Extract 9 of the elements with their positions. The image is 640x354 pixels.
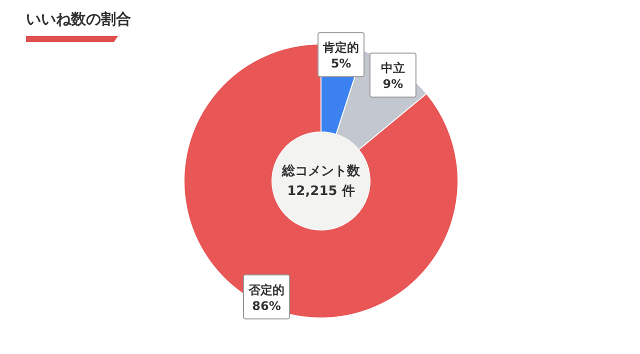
data-label: 9%: [382, 77, 404, 92]
slice-label: 否定的: [248, 282, 284, 297]
data-label: 86%: [252, 298, 281, 313]
text: 総コメント数: [281, 164, 361, 179]
text: 12,215 件: [287, 184, 355, 199]
data-label: 5%: [330, 56, 352, 71]
slice-label: 中立: [380, 61, 405, 76]
slice-label: 肯定的: [322, 40, 360, 55]
chart-title: いいね数の割合: [26, 10, 131, 28]
